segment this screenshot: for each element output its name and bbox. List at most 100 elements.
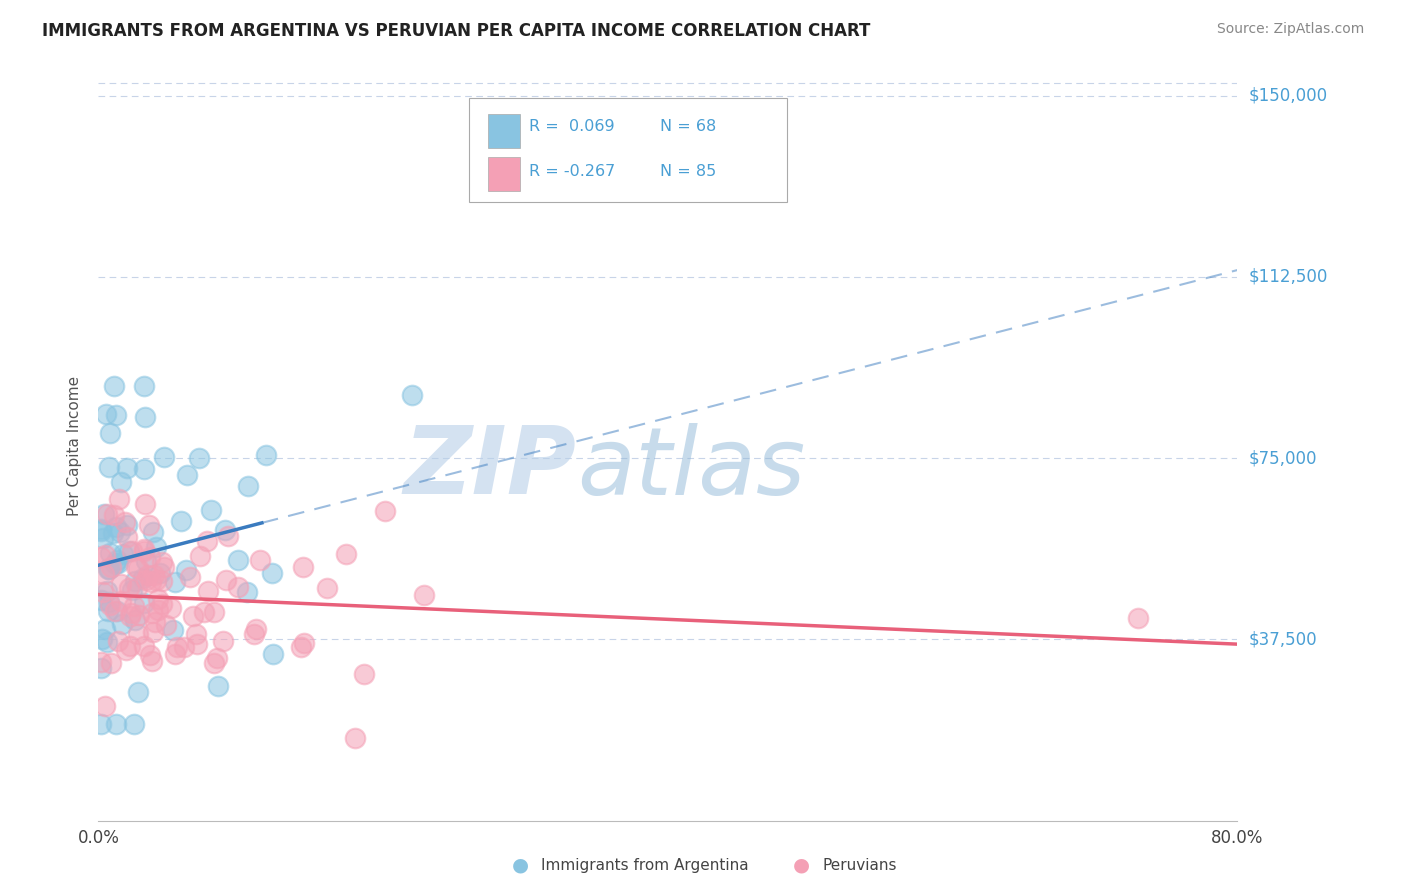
Point xyxy=(90,550,112,565)
Point xyxy=(91,585,114,599)
Point xyxy=(235,584,257,599)
Point xyxy=(238,479,260,493)
Point xyxy=(100,598,122,612)
Point xyxy=(117,530,139,544)
Point xyxy=(90,661,112,675)
Point xyxy=(374,504,396,518)
Text: $75,000: $75,000 xyxy=(1249,449,1317,467)
Point xyxy=(94,548,117,562)
Point xyxy=(117,460,139,475)
Point xyxy=(139,575,162,590)
Point xyxy=(134,541,156,556)
Point xyxy=(132,571,155,585)
Point xyxy=(107,556,129,570)
Point xyxy=(353,666,375,681)
Point xyxy=(197,584,219,599)
Point xyxy=(108,491,131,506)
Point xyxy=(184,627,207,641)
Point xyxy=(127,561,149,575)
Point xyxy=(165,574,187,589)
Point xyxy=(254,448,277,462)
Point xyxy=(162,623,184,637)
Point xyxy=(335,547,357,561)
Point xyxy=(94,622,117,636)
Text: R =  0.069: R = 0.069 xyxy=(529,120,614,134)
Text: atlas: atlas xyxy=(576,423,806,514)
Text: R = -0.267: R = -0.267 xyxy=(529,164,616,179)
Point xyxy=(292,560,315,574)
Point xyxy=(118,609,141,624)
Point xyxy=(132,378,155,392)
Y-axis label: Per Capita Income: Per Capita Income xyxy=(67,376,83,516)
Point xyxy=(96,584,118,599)
Point xyxy=(98,426,121,441)
Point xyxy=(97,459,120,474)
Point xyxy=(121,544,143,558)
Point xyxy=(141,607,163,621)
Point xyxy=(143,615,166,629)
Point xyxy=(245,622,267,636)
Point xyxy=(103,526,125,541)
Point xyxy=(150,574,173,588)
Point xyxy=(170,515,193,529)
Point xyxy=(90,655,112,669)
Point xyxy=(215,574,238,588)
Point xyxy=(135,574,157,588)
Point xyxy=(155,618,177,632)
Text: N = 85: N = 85 xyxy=(659,164,716,179)
Bar xyxy=(488,157,520,191)
Point xyxy=(90,522,112,536)
Point xyxy=(176,563,198,577)
Point xyxy=(136,568,159,582)
Point xyxy=(94,407,117,421)
Point xyxy=(124,574,146,588)
Point xyxy=(96,508,118,522)
Point xyxy=(93,567,115,582)
Point xyxy=(146,591,169,606)
Point xyxy=(145,574,167,588)
Point xyxy=(142,568,165,582)
Point xyxy=(104,604,127,618)
Point xyxy=(127,581,149,595)
Point xyxy=(111,547,134,561)
Point xyxy=(173,640,195,654)
Point xyxy=(121,582,143,597)
Point xyxy=(243,627,266,641)
Point xyxy=(100,657,122,671)
Point xyxy=(343,731,366,746)
Point xyxy=(120,606,142,620)
Point xyxy=(166,640,188,655)
Point xyxy=(90,593,112,607)
Point xyxy=(105,519,128,533)
Point xyxy=(132,462,155,476)
Text: N = 68: N = 68 xyxy=(659,120,716,134)
Point xyxy=(149,566,172,580)
Point xyxy=(110,475,132,490)
Point xyxy=(97,595,120,609)
Point xyxy=(105,604,128,618)
Point xyxy=(413,588,436,602)
Point xyxy=(100,560,122,574)
Point xyxy=(127,685,149,699)
Point xyxy=(188,549,211,563)
Point xyxy=(90,717,112,731)
Text: IMMIGRANTS FROM ARGENTINA VS PERUVIAN PER CAPITA INCOME CORRELATION CHART: IMMIGRANTS FROM ARGENTINA VS PERUVIAN PE… xyxy=(42,22,870,40)
Point xyxy=(96,634,118,648)
FancyBboxPatch shape xyxy=(468,97,787,202)
Point xyxy=(202,605,225,619)
Point xyxy=(127,627,149,641)
Point xyxy=(165,647,187,661)
Point xyxy=(97,562,120,576)
Point xyxy=(262,647,284,661)
Point xyxy=(138,517,160,532)
Point xyxy=(181,608,204,623)
Point xyxy=(94,699,117,714)
Point xyxy=(249,553,271,567)
Text: Immigrants from Argentina: Immigrants from Argentina xyxy=(541,858,749,872)
Point xyxy=(212,633,235,648)
Point xyxy=(179,570,201,584)
Point xyxy=(139,648,162,662)
Point xyxy=(153,560,176,574)
Point xyxy=(118,581,141,595)
Bar xyxy=(488,114,520,148)
